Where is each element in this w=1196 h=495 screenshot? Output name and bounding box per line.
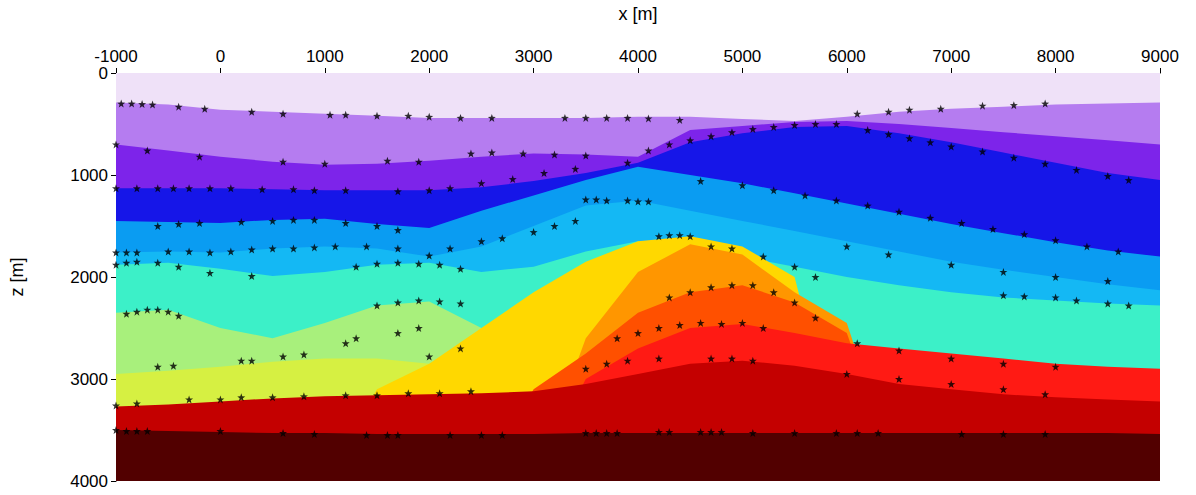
svg-text:8000: 8000: [1037, 47, 1075, 66]
svg-text:7000: 7000: [932, 47, 970, 66]
svg-text:5000: 5000: [723, 47, 761, 66]
svg-text:1000: 1000: [306, 47, 344, 66]
svg-text:4000: 4000: [70, 472, 108, 491]
svg-text:4000: 4000: [619, 47, 657, 66]
svg-text:0: 0: [99, 64, 108, 83]
svg-text:0: 0: [216, 47, 225, 66]
svg-text:9000: 9000: [1141, 47, 1179, 66]
svg-text:2000: 2000: [70, 268, 108, 287]
svg-text:-1000: -1000: [94, 47, 137, 66]
svg-text:3000: 3000: [515, 47, 553, 66]
svg-text:6000: 6000: [828, 47, 866, 66]
svg-text:2000: 2000: [410, 47, 448, 66]
svg-text:z [m]: z [m]: [7, 258, 27, 297]
svg-text:3000: 3000: [70, 370, 108, 389]
svg-text:x [m]: x [m]: [619, 4, 658, 24]
svg-text:1000: 1000: [70, 166, 108, 185]
